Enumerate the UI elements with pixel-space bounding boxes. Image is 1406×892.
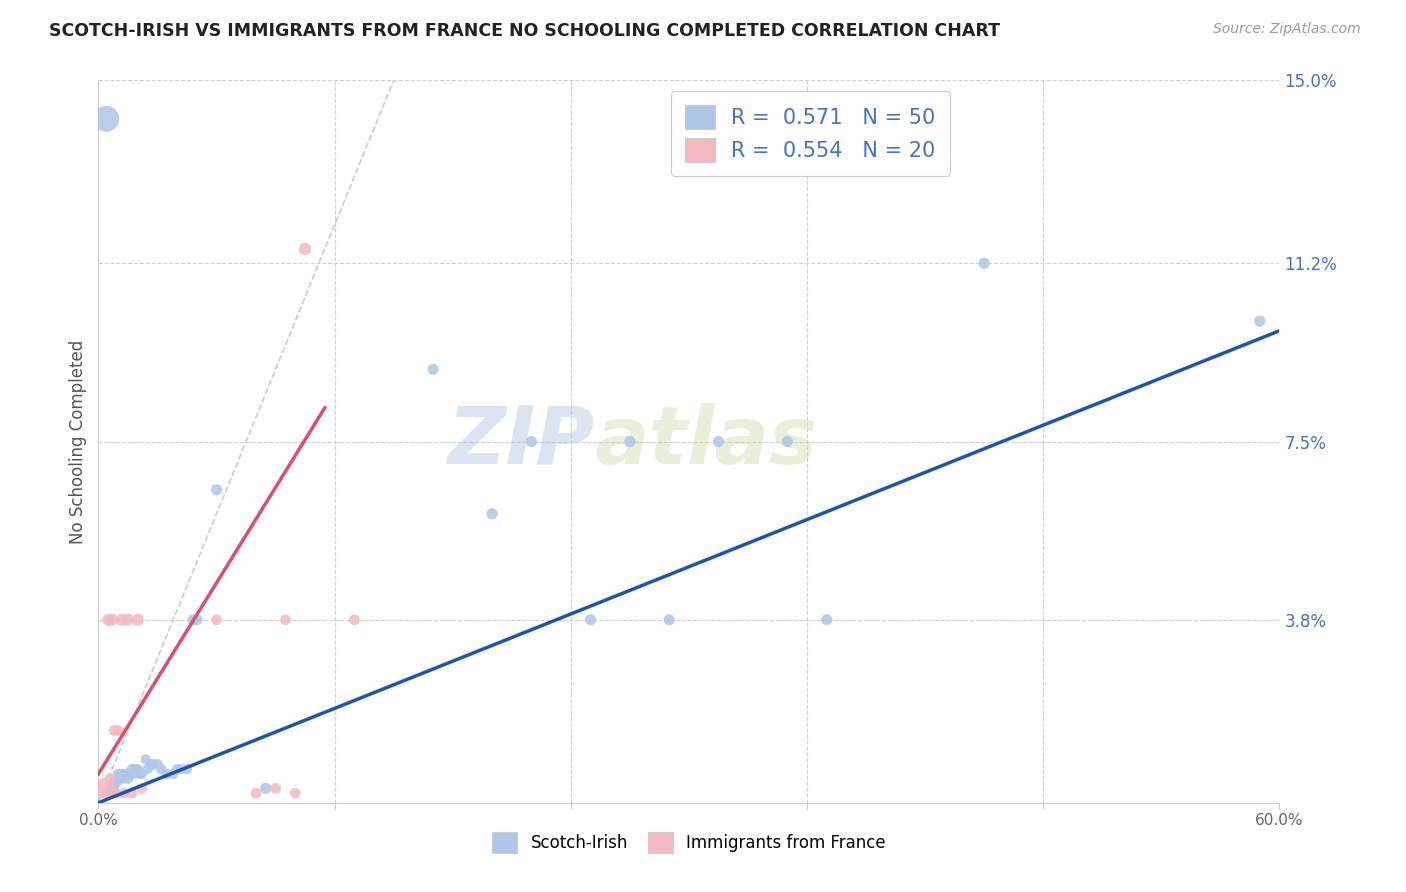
Point [98, 772, 121, 786]
Point [162, 767, 184, 781]
Point [115, 767, 138, 781]
Point [815, 613, 838, 627]
Point [146, 757, 169, 772]
Point [98, 781, 121, 796]
Point [107, 723, 129, 738]
Point [776, 434, 799, 449]
Point [150, 762, 173, 776]
Point [107, 772, 129, 786]
Point [274, 613, 297, 627]
Text: SCOTCH-IRISH VS IMMIGRANTS FROM FRANCE NO SCHOOLING COMPLETED CORRELATION CHART: SCOTCH-IRISH VS IMMIGRANTS FROM FRANCE N… [49, 22, 1000, 40]
Point [125, 762, 148, 776]
Point [707, 434, 730, 449]
Point [186, 613, 208, 627]
Point [96, 112, 118, 126]
Point [1249, 314, 1271, 328]
Text: Source: ZipAtlas.com: Source: ZipAtlas.com [1213, 22, 1361, 37]
Point [170, 762, 193, 776]
Text: atlas: atlas [595, 402, 817, 481]
Point [422, 362, 444, 376]
Point [97, 786, 120, 800]
Point [343, 613, 366, 627]
Point [111, 767, 134, 781]
Point [103, 776, 125, 790]
Point [101, 613, 124, 627]
Point [264, 781, 287, 796]
Point [176, 762, 198, 776]
Point [108, 772, 131, 786]
Point [107, 767, 129, 781]
Point [112, 786, 135, 800]
Point [579, 613, 602, 627]
Point [205, 613, 228, 627]
Point [520, 434, 543, 449]
Point [112, 772, 135, 786]
Point [98, 786, 121, 800]
Point [156, 767, 179, 781]
Point [166, 762, 188, 776]
Point [122, 767, 145, 781]
Point [118, 767, 141, 781]
Point [127, 613, 149, 627]
Point [117, 772, 139, 786]
Text: ZIP: ZIP [447, 402, 595, 481]
Point [141, 757, 163, 772]
Point [254, 781, 277, 796]
Point [205, 483, 228, 497]
Point [142, 757, 165, 772]
Point [105, 772, 128, 786]
Point [101, 776, 124, 790]
Point [481, 507, 503, 521]
Point [105, 786, 128, 800]
Point [128, 767, 150, 781]
Point [121, 786, 143, 800]
Point [103, 723, 125, 738]
Point [131, 781, 153, 796]
Point [135, 752, 157, 766]
Point [103, 781, 125, 796]
Point [131, 767, 153, 781]
Point [117, 613, 139, 627]
Point [101, 781, 124, 796]
Legend: Scotch-Irish, Immigrants from France: Scotch-Irish, Immigrants from France [485, 826, 893, 860]
Point [245, 786, 267, 800]
Y-axis label: No Schooling Completed: No Schooling Completed [69, 340, 87, 543]
Point [181, 613, 204, 627]
Point [97, 613, 120, 627]
Point [127, 762, 149, 776]
Point [284, 786, 307, 800]
Point [136, 762, 159, 776]
Point [121, 762, 143, 776]
Point [619, 434, 641, 449]
Point [111, 613, 134, 627]
Point [93, 781, 115, 796]
Point [105, 776, 128, 790]
Point [973, 256, 995, 270]
Point [294, 242, 316, 256]
Point [658, 613, 681, 627]
